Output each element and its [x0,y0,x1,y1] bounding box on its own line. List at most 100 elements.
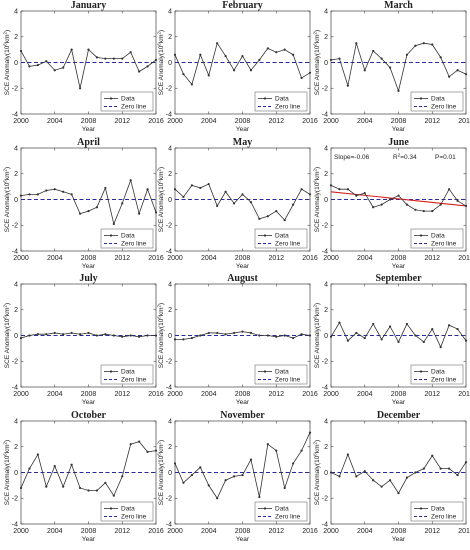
x-tick-label: 2012 [114,528,130,535]
x-tick-label: 2004 [357,118,373,125]
y-tick-label: 0 [168,197,172,204]
data-point [258,334,261,337]
data-point [283,219,286,222]
data-point [78,87,82,90]
data-point [363,191,366,195]
y-tick-label: -4 [166,111,172,118]
x-tick-label: 2004 [201,118,217,125]
data-point [154,211,158,214]
y-tick-label: -2 [322,86,328,93]
y-tick-label: 0 [14,470,18,477]
chart-title: October [71,410,107,421]
x-axis-label: Year [82,399,96,406]
x-tick-label: 2004 [357,528,373,535]
data-point [308,431,312,434]
legend-zero-label: Zero line [431,377,457,384]
data-point [232,475,236,478]
data-point [87,489,90,492]
x-tick-label: 2004 [47,255,63,262]
annotation-r2: R2=0.34 [393,153,417,162]
data-point [329,58,333,62]
y-tick-label: -2 [12,359,18,366]
y-tick-label: -4 [166,521,172,528]
data-point [146,334,149,337]
x-tick-label: 2000 [167,118,183,125]
data-point [224,333,227,336]
data-point [121,475,124,478]
annotation-p: P=0.01 [435,154,456,161]
data-point [190,83,193,86]
y-tick-label: -2 [322,359,328,366]
data-point [338,321,341,324]
chart-october: October -4 -2 0 2 4 2000 2004 2008 2012 2016 Year SC… [3,410,164,543]
data-point [154,334,158,337]
data-point [36,193,39,196]
data-point [241,330,244,333]
y-tick-label: 4 [168,281,172,288]
data-point [439,467,442,470]
y-tick-label: 2 [324,444,328,451]
data-point [372,322,375,326]
data-point [380,57,383,60]
legend-data-marker [263,370,267,373]
data-point [146,450,149,453]
data-point [308,193,312,196]
chart-title: April [77,137,100,148]
x-axis-label: Year [392,126,406,133]
data-point [62,333,65,336]
data-point [19,486,23,490]
x-tick-label: 2016 [302,391,318,398]
y-tick-label: -2 [12,496,18,503]
legend-zero-label: Zero line [431,514,457,521]
data-point [300,333,303,336]
x-tick-label: 2016 [148,528,164,535]
y-tick-label: 2 [324,34,328,41]
data-point [104,481,107,484]
data-point [138,335,141,338]
data-point [338,475,341,478]
data-point [121,57,124,60]
data-point [182,195,185,199]
x-tick-label: 2016 [148,391,164,398]
data-point [275,209,278,213]
data-point [207,484,210,487]
y-tick-label: 2 [14,34,18,41]
y-tick-label: 4 [168,145,172,152]
y-tick-label: -2 [166,86,172,93]
y-axis-label: SCE Anomaly(106km2) [3,167,12,232]
data-point [439,203,442,206]
data-point [249,331,253,335]
chart-title: December [377,410,421,421]
y-tick-label: 0 [14,60,18,67]
chart-title: January [71,0,107,11]
y-axis-label: SCE Anomaly(106km2) [3,440,12,505]
chart-title: July [79,273,97,284]
x-tick-label: 2004 [47,118,63,125]
data-point [258,58,261,62]
chart-title: February [222,0,263,11]
data-point [275,51,278,54]
data-point [355,42,358,45]
data-point [224,479,227,482]
data-point [275,335,278,338]
data-point [380,338,383,341]
y-tick-label: -2 [12,86,18,93]
data-point [182,72,185,76]
data-point [266,334,269,337]
data-point [422,340,425,344]
legend-zero-label: Zero line [431,104,457,111]
data-point [405,53,409,56]
data-point [388,66,392,69]
x-tick-label: 2004 [201,255,217,262]
x-tick-label: 2008 [81,528,97,535]
data-point [355,331,358,335]
data-point [207,331,210,335]
x-tick-label: 2000 [167,391,183,398]
x-tick-label: 2004 [357,255,373,262]
x-axis-label: Year [82,263,96,270]
data-point [28,65,31,68]
x-tick-label: 2016 [148,118,164,125]
data-point [216,331,219,335]
